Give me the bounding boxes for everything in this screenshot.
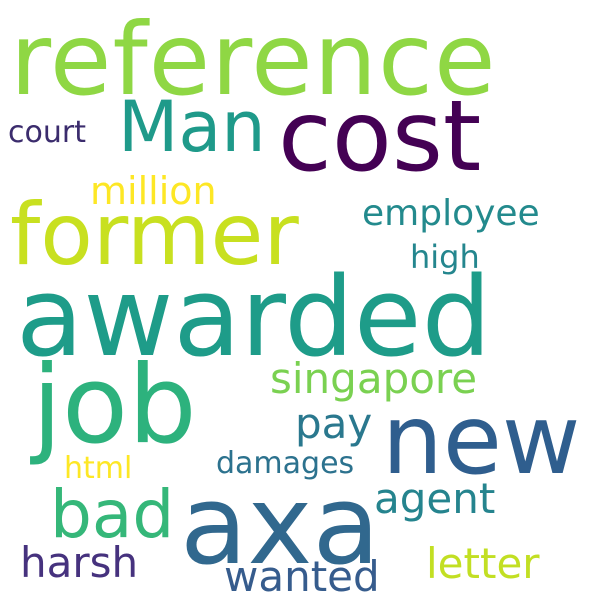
word-singapore: singapore — [270, 354, 478, 403]
word-new: new — [382, 384, 581, 496]
word-harsh: harsh — [20, 538, 139, 587]
word-pay: pay — [295, 399, 373, 448]
word-axa: axa — [180, 461, 380, 589]
word-job: job — [32, 343, 197, 468]
word-damages: damages — [216, 446, 355, 481]
word-cost: cost — [278, 80, 482, 194]
word-bad: bad — [50, 476, 175, 553]
word-letter: letter — [426, 539, 540, 588]
word-former: former — [10, 185, 299, 285]
word-html: html — [64, 451, 133, 486]
word-million: million — [90, 169, 217, 213]
word-reference: reference — [10, 1, 497, 118]
word-employee: employee — [362, 193, 540, 234]
word-court: court — [8, 115, 86, 150]
word-wanted: wanted — [224, 552, 380, 600]
word-awarded: awarded — [16, 253, 492, 381]
word-high: high — [410, 238, 480, 276]
word-man: Man — [118, 86, 266, 168]
word-agent: agent — [374, 474, 496, 523]
